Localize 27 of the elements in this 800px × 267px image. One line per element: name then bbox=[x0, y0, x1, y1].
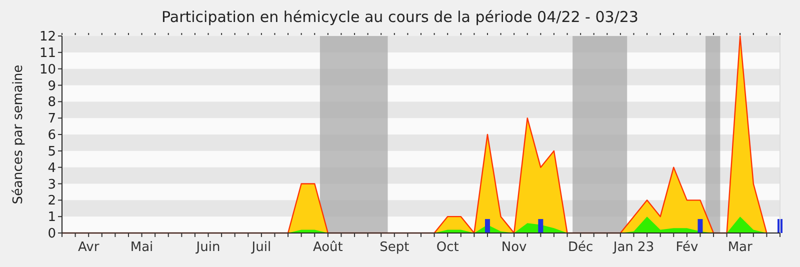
y-tick-label: 8 bbox=[48, 95, 56, 110]
x-tick-label: Août bbox=[312, 240, 343, 255]
y-tick-label: 11 bbox=[39, 46, 56, 61]
y-tick-label: 10 bbox=[39, 62, 56, 78]
y-tick-label: 4 bbox=[48, 160, 56, 176]
y-tick-label: 1 bbox=[48, 210, 56, 226]
y-tick-label: 6 bbox=[48, 128, 56, 144]
x-tick-label: Sept bbox=[380, 240, 410, 255]
y-tick-label: 7 bbox=[48, 112, 56, 127]
y-axis-title: Séances par semaine bbox=[11, 64, 26, 204]
y-tick-label: 2 bbox=[48, 194, 56, 209]
x-tick-label: Mar bbox=[728, 240, 754, 255]
x-tick-label: Fév bbox=[676, 240, 698, 255]
y-tick-label: 5 bbox=[48, 144, 56, 160]
x-tick-label: Jan 23 bbox=[612, 240, 654, 255]
y-tick-label: 0 bbox=[48, 226, 56, 242]
x-tick-label: Avr bbox=[78, 240, 100, 255]
x-tick-label: Mai bbox=[130, 240, 154, 255]
y-tick-label: 9 bbox=[48, 78, 56, 94]
y-tick-label: 12 bbox=[39, 30, 56, 45]
x-tick-label: Juin bbox=[195, 240, 220, 255]
x-tick-label: Oct bbox=[436, 240, 459, 255]
x-tick-label: Déc bbox=[568, 240, 594, 255]
x-tick-label: Juil bbox=[250, 240, 272, 255]
x-tick-label: Nov bbox=[501, 240, 528, 255]
y-tick-label: 3 bbox=[48, 177, 56, 192]
chart-title: Participation en hémicycle au cours de la période 04/22 - 03/23 bbox=[162, 8, 638, 26]
